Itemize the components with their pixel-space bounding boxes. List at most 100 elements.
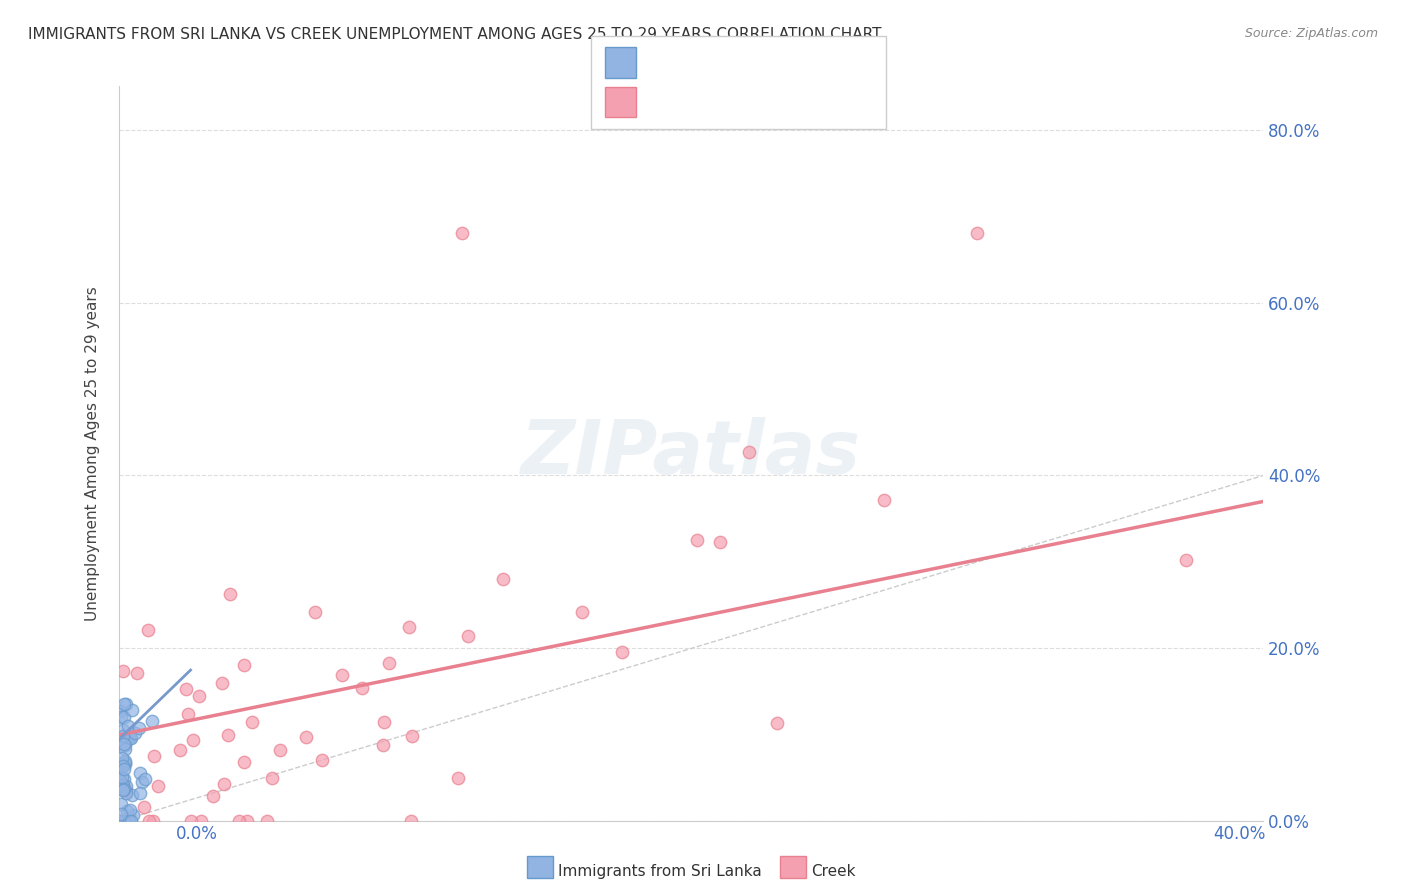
Point	[117, 814, 139, 829]
Point	[114, 738, 136, 752]
Point	[201, 789, 224, 804]
Point	[233, 755, 256, 769]
Point	[110, 710, 132, 724]
Point	[128, 766, 150, 780]
Text: 40.0%: 40.0%	[1213, 825, 1265, 843]
Point	[136, 623, 159, 637]
Point	[111, 758, 134, 772]
Point	[114, 782, 136, 797]
Point	[401, 729, 423, 743]
Point	[491, 572, 513, 586]
Point	[398, 620, 420, 634]
Point	[148, 780, 170, 794]
Point	[571, 605, 593, 619]
Text: R =  0.466   N =  55: R = 0.466 N = 55	[644, 87, 811, 105]
Point	[108, 704, 131, 718]
Point	[141, 714, 163, 729]
Point	[108, 773, 131, 788]
Point	[120, 814, 142, 829]
Point	[112, 697, 135, 711]
Point	[686, 533, 709, 548]
Point	[457, 629, 479, 643]
Text: Source: ZipAtlas.com: Source: ZipAtlas.com	[1244, 27, 1378, 40]
Point	[235, 814, 257, 829]
Point	[183, 733, 205, 747]
Point	[304, 605, 326, 619]
Point	[111, 778, 134, 792]
Point	[115, 779, 138, 793]
Point	[132, 800, 155, 814]
Point	[111, 751, 134, 765]
Point	[114, 756, 136, 771]
Point	[174, 682, 197, 697]
Point	[138, 814, 160, 829]
Point	[112, 737, 135, 751]
Point	[121, 788, 143, 802]
Text: IMMIGRANTS FROM SRI LANKA VS CREEK UNEMPLOYMENT AMONG AGES 25 TO 29 YEARS CORREL: IMMIGRANTS FROM SRI LANKA VS CREEK UNEMP…	[28, 27, 882, 42]
Point	[117, 719, 139, 733]
Point	[709, 535, 731, 549]
Point	[218, 587, 240, 601]
Point	[115, 814, 138, 829]
Point	[873, 492, 896, 507]
Point	[260, 771, 283, 785]
Point	[111, 779, 134, 793]
Point	[176, 707, 198, 722]
Text: Creek: Creek	[811, 864, 856, 880]
Point	[108, 772, 131, 787]
Point	[120, 731, 142, 745]
Point	[311, 753, 333, 767]
Point	[110, 797, 132, 812]
Point	[115, 783, 138, 797]
Point	[108, 768, 131, 782]
Point	[112, 814, 135, 829]
Point	[966, 227, 988, 241]
Point	[112, 782, 135, 797]
Point	[115, 804, 138, 818]
Point	[115, 786, 138, 800]
Point	[371, 738, 394, 752]
Point	[180, 814, 202, 829]
Point	[330, 668, 353, 682]
Point	[256, 814, 278, 829]
Point	[125, 666, 148, 681]
Point	[111, 776, 134, 790]
Point	[269, 742, 291, 756]
Point	[110, 806, 132, 821]
Point	[134, 772, 156, 787]
Point	[399, 814, 422, 828]
Point	[378, 657, 401, 671]
Point	[240, 715, 263, 730]
Point	[228, 814, 250, 829]
Point	[610, 645, 633, 659]
Point	[108, 814, 131, 829]
Y-axis label: Unemployment Among Ages 25 to 29 years: Unemployment Among Ages 25 to 29 years	[86, 286, 100, 621]
Point	[350, 681, 373, 696]
Point	[232, 657, 254, 672]
Point	[118, 729, 141, 743]
Text: 0.0%: 0.0%	[176, 825, 218, 843]
Point	[128, 721, 150, 735]
Point	[128, 786, 150, 800]
Point	[211, 676, 233, 690]
Point	[111, 782, 134, 797]
Point	[112, 723, 135, 737]
Point	[114, 754, 136, 768]
Point	[1174, 553, 1197, 567]
Point	[373, 715, 395, 730]
Point	[112, 729, 135, 743]
Point	[114, 710, 136, 724]
Point	[121, 702, 143, 716]
Point	[114, 757, 136, 772]
Point	[112, 772, 135, 787]
Point	[190, 814, 212, 829]
Text: ZIPatlas: ZIPatlas	[522, 417, 862, 491]
Point	[738, 445, 761, 459]
Point	[124, 725, 146, 739]
Point	[187, 690, 209, 704]
Point	[212, 777, 235, 791]
Point	[114, 741, 136, 756]
Point	[143, 749, 166, 764]
Point	[111, 780, 134, 795]
Point	[766, 716, 789, 731]
